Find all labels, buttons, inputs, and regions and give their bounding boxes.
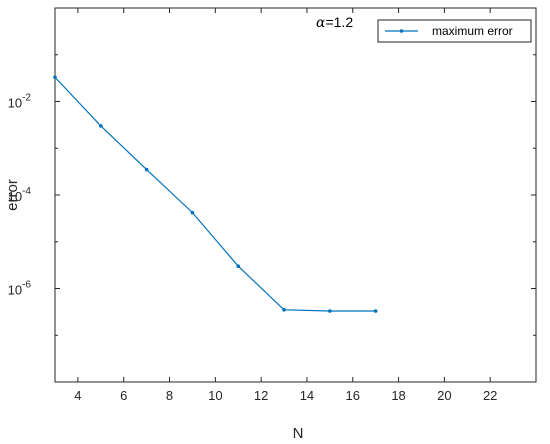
x-tick-label: 4 [74, 388, 81, 403]
legend-swatch-marker [399, 29, 404, 33]
x-tick-label: 12 [254, 388, 268, 403]
alpha-symbol: α [316, 15, 326, 31]
legend: maximum error [377, 19, 532, 43]
data-point [99, 124, 103, 128]
data-point [53, 75, 57, 80]
data-point [236, 264, 241, 268]
alpha-value: =1.2 [325, 14, 353, 30]
x-tick-label: 14 [300, 388, 314, 403]
x-tick-label: 16 [346, 388, 360, 403]
series-group [53, 75, 378, 313]
y-tick-label: 10-4 [8, 186, 32, 204]
legend-label: maximum error [432, 24, 513, 38]
y-axis: 10-6 10-4 10-2 [8, 54, 536, 336]
x-axis-title: N [293, 425, 304, 442]
x-tick-label: 6 [120, 388, 127, 403]
x-tick-label: 22 [483, 388, 497, 403]
series-line-maximum-error [54, 76, 376, 312]
x-tick-label: 20 [437, 388, 451, 403]
plot-area [54, 7, 537, 383]
plot-frame [54, 7, 537, 383]
x-axis: 4 6 8 10 12 14 16 18 20 22 [74, 8, 497, 403]
x-tick-label: 10 [208, 388, 222, 403]
data-point [282, 308, 286, 312]
x-tick-label: 18 [391, 388, 405, 403]
y-axis-title: error [4, 179, 21, 211]
data-point [373, 309, 378, 313]
data-point [328, 309, 332, 313]
legend-box [377, 19, 532, 43]
y-tick-label: 10-2 [8, 93, 32, 111]
alpha-annotation: α=1.2 [316, 14, 353, 31]
data-point [190, 210, 195, 215]
x-tick-label: 8 [166, 388, 173, 403]
y-tick-label: 10-6 [8, 280, 32, 298]
data-point [144, 167, 149, 172]
